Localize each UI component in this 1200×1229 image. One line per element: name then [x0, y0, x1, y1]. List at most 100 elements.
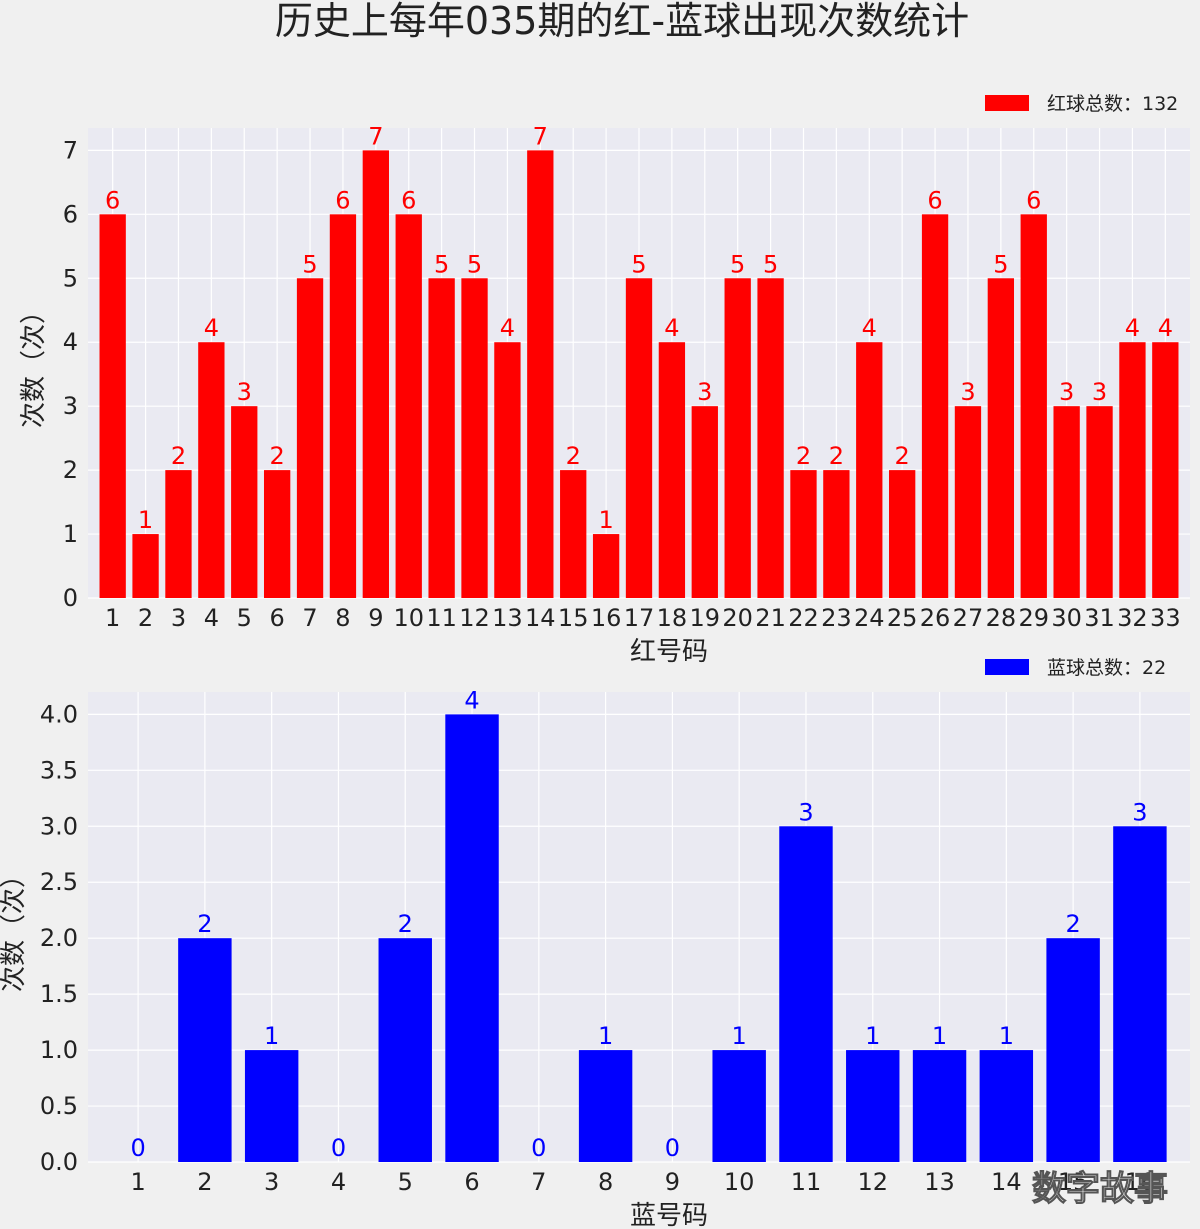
x-tick-label: 19: [690, 604, 721, 632]
bar: [395, 214, 422, 598]
x-tick-label: 11: [791, 1168, 822, 1196]
bar-value-label: 1: [932, 1022, 947, 1050]
bar-value-label: 6: [105, 186, 120, 214]
bar: [461, 278, 488, 598]
bar: [1113, 826, 1167, 1162]
bar-value-label: 5: [763, 250, 778, 278]
bar: [954, 406, 982, 598]
bar-value-label: 5: [993, 250, 1008, 278]
bar: [1086, 406, 1113, 598]
x-tick-label: 20: [722, 604, 753, 632]
x-tick-label: 15: [558, 604, 589, 632]
x-tick-label: 21: [755, 604, 786, 632]
bar: [132, 534, 159, 598]
x-tick-label: 16: [1125, 1168, 1156, 1196]
y-tick-label: 3.5: [40, 756, 78, 784]
bar-value-label: 1: [865, 1022, 880, 1050]
bar-value-label: 2: [1065, 910, 1080, 938]
x-tick-label: 3: [171, 604, 186, 632]
y-tick-label: 2.0: [40, 924, 78, 952]
bar: [1046, 938, 1100, 1162]
x-tick-label: 2: [197, 1168, 212, 1196]
bar-value-label: 1: [598, 506, 613, 534]
x-tick-label: 14: [525, 604, 556, 632]
x-axis-label: 红号码: [630, 637, 708, 667]
bar: [296, 278, 324, 598]
bar-value-label: 6: [1026, 186, 1041, 214]
y-tick-label: 2.5: [40, 868, 78, 896]
bar-value-label: 1: [598, 1022, 613, 1050]
x-tick-label: 32: [1117, 604, 1148, 632]
x-tick-label: 9: [665, 1168, 680, 1196]
bar-value-label: 3: [1059, 378, 1074, 406]
bar-value-label: 3: [697, 378, 712, 406]
bar: [823, 470, 850, 598]
y-tick-label: 2: [63, 456, 78, 484]
y-axis-label: 次数（次）: [19, 298, 49, 428]
x-tick-label: 6: [464, 1168, 479, 1196]
x-tick-label: 24: [854, 604, 885, 632]
x-tick-label: 8: [335, 604, 350, 632]
bar: [846, 1050, 900, 1162]
bar-value-label: 5: [730, 250, 745, 278]
bar-value-label: 2: [398, 910, 413, 938]
bar: [244, 1050, 299, 1162]
bar: [1152, 342, 1179, 598]
x-tick-label: 14: [991, 1168, 1022, 1196]
bar-value-label: 2: [270, 442, 285, 470]
x-tick-label: 17: [624, 604, 655, 632]
bar: [1119, 342, 1146, 598]
bar: [494, 342, 521, 598]
bar: [231, 406, 258, 598]
bar: [263, 470, 291, 598]
y-tick-label: 3.0: [40, 812, 78, 840]
y-tick-label: 0.5: [40, 1092, 78, 1120]
figure-title: 历史上每年035期的红-蓝球出现次数统计: [275, 0, 969, 43]
bar-value-label: 2: [566, 442, 581, 470]
y-tick-label: 1.5: [40, 980, 78, 1008]
x-tick-label: 13: [924, 1168, 955, 1196]
x-tick-label: 6: [270, 604, 285, 632]
bar-value-label: 1: [732, 1022, 747, 1050]
x-tick-label: 28: [986, 604, 1017, 632]
bar-value-label: 2: [197, 910, 212, 938]
bar-value-label: 4: [664, 314, 679, 342]
bar-value-label: 1: [264, 1022, 279, 1050]
bar-value-label: 2: [895, 442, 910, 470]
x-tick-label: 10: [724, 1168, 755, 1196]
x-tick-label: 4: [331, 1168, 346, 1196]
y-tick-label: 0: [63, 584, 78, 612]
x-tick-label: 7: [302, 604, 317, 632]
bar: [1053, 406, 1080, 598]
x-tick-label: 26: [920, 604, 951, 632]
bar: [779, 826, 833, 1162]
bar-value-label: 3: [798, 798, 813, 826]
x-tick-label: 33: [1150, 604, 1181, 632]
y-axis-label: 次数（次）: [0, 862, 29, 992]
bar: [362, 150, 389, 598]
bar-value-label: 4: [500, 314, 515, 342]
y-tick-label: 1.0: [40, 1036, 78, 1064]
bar: [912, 1050, 967, 1162]
x-tick-label: 25: [887, 604, 918, 632]
legend-label: 蓝球总数：22: [1047, 657, 1166, 679]
bar-value-label: 6: [927, 186, 942, 214]
legend-swatch: [985, 95, 1029, 111]
bar: [165, 470, 192, 598]
watermark: 数字故事: [1032, 1169, 1168, 1209]
y-tick-label: 0.0: [40, 1148, 78, 1176]
bar-value-label: 4: [1125, 314, 1140, 342]
bar: [1020, 214, 1047, 598]
x-tick-label: 4: [204, 604, 219, 632]
x-tick-label: 13: [492, 604, 523, 632]
bar-value-label: 0: [331, 1134, 346, 1162]
bar-value-label: 5: [631, 250, 646, 278]
bar-value-label: 5: [302, 250, 317, 278]
x-tick-label: 29: [1018, 604, 1049, 632]
bar-value-label: 2: [829, 442, 844, 470]
bar: [99, 214, 126, 598]
bar: [198, 342, 225, 598]
bar: [527, 150, 554, 598]
y-tick-label: 4: [63, 328, 78, 356]
